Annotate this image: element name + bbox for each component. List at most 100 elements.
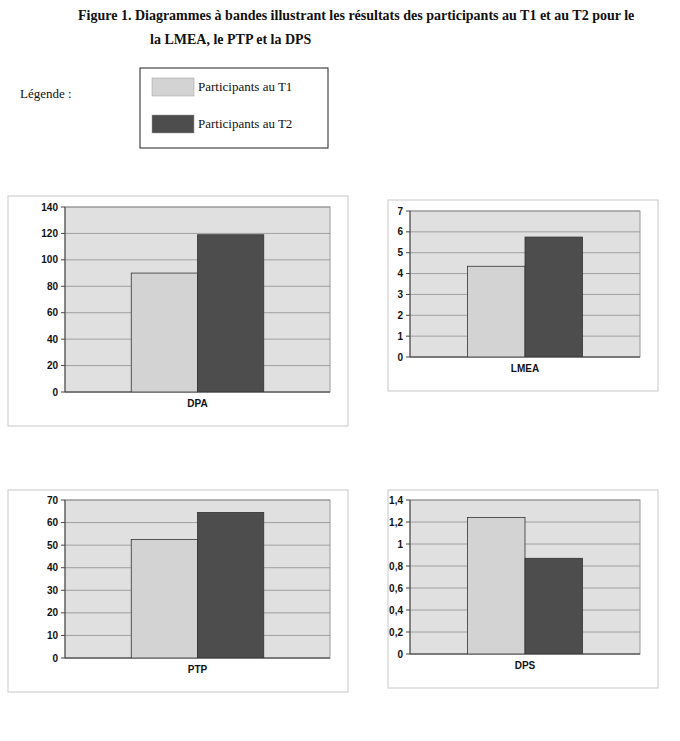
- y-tick-label: 20: [47, 360, 59, 371]
- y-tick-label: 0: [52, 653, 58, 664]
- plot-area: [65, 207, 330, 392]
- chart: 00,20,40,60,811,21,4DPS: [388, 490, 658, 688]
- y-tick: [406, 610, 410, 611]
- y-tick: [61, 286, 65, 287]
- legend-label: Participants au T2: [198, 116, 292, 131]
- x-tick-label: DPS: [515, 660, 536, 671]
- y-tick-label: 0,6: [389, 583, 403, 594]
- grid-line: [410, 211, 640, 212]
- bar: [468, 518, 526, 654]
- y-tick-label: 20: [47, 607, 59, 618]
- y-tick: [61, 392, 65, 393]
- y-tick-label: 40: [47, 562, 59, 573]
- chart: 0 10 20 30 40 50 60 70 PTP: [8, 490, 348, 692]
- y-tick: [61, 612, 65, 613]
- legend-swatch: [152, 115, 194, 133]
- y-tick: [61, 567, 65, 568]
- bar: [525, 558, 583, 654]
- y-axis: [65, 500, 66, 658]
- y-tick: [406, 500, 410, 501]
- chart: 0 20 40 60 80 100 120 140 DPA: [8, 196, 348, 426]
- y-tick: [61, 233, 65, 234]
- y-tick: [61, 365, 65, 366]
- bar: [198, 512, 264, 658]
- legend-label: Participants au T1: [198, 79, 292, 94]
- y-tick-label: 7: [397, 206, 403, 217]
- y-tick-label: 1: [397, 539, 403, 550]
- y-tick: [406, 357, 410, 358]
- bars: [131, 512, 264, 658]
- y-tick: [61, 522, 65, 523]
- chart-frame: [8, 196, 348, 426]
- figure-title: la LMEA, le PTP et la DPS: [150, 32, 312, 47]
- y-tick: [61, 207, 65, 208]
- y-tick-label: 70: [47, 495, 59, 506]
- x-tick-label: LMEA: [511, 363, 539, 374]
- bar: [468, 266, 526, 357]
- plot-area: [410, 211, 640, 357]
- grid-line: [65, 233, 330, 234]
- grid-line: [410, 500, 640, 501]
- grid-line: [65, 500, 330, 501]
- chart-frame: [388, 200, 658, 391]
- y-tick: [61, 339, 65, 340]
- x-tick-label: PTP: [188, 664, 208, 675]
- y-tick-label: 40: [47, 334, 59, 345]
- plot-area: [65, 500, 330, 658]
- chart-frame: [388, 490, 658, 688]
- bars: [468, 518, 583, 654]
- y-tick: [406, 522, 410, 523]
- y-tick: [406, 336, 410, 337]
- y-tick: [406, 654, 410, 655]
- y-tick: [406, 566, 410, 567]
- bars: [468, 237, 583, 357]
- y-tick: [406, 231, 410, 232]
- y-tick-label: 60: [47, 517, 59, 528]
- y-tick: [406, 544, 410, 545]
- y-tick-label: 140: [41, 202, 58, 213]
- legend-swatch: [152, 78, 194, 96]
- chart: 01234567LMEA: [388, 200, 658, 391]
- y-tick: [406, 273, 410, 274]
- y-axis: [65, 207, 66, 392]
- y-axis: [410, 500, 411, 654]
- y-tick-label: 80: [47, 281, 59, 292]
- chart-frame: [8, 490, 348, 692]
- bar: [131, 273, 197, 392]
- y-tick: [406, 588, 410, 589]
- bar: [525, 237, 583, 357]
- y-tick: [61, 545, 65, 546]
- y-tick-label: 1: [397, 331, 403, 342]
- y-tick-label: 3: [397, 289, 403, 300]
- legend-title: Légende :: [20, 86, 72, 101]
- bar: [131, 540, 197, 659]
- figure: Figure 1. Diagrammes à bandes illustrant…: [0, 0, 680, 741]
- y-tick-label: 5: [397, 247, 403, 258]
- y-tick-label: 0: [397, 649, 403, 660]
- x-tick-label: DPA: [187, 398, 207, 409]
- y-tick-label: 50: [47, 540, 59, 551]
- y-tick: [61, 312, 65, 313]
- y-tick-label: 1,2: [389, 517, 403, 528]
- legend-box: [140, 68, 328, 148]
- y-tick: [406, 252, 410, 253]
- y-tick-label: 6: [397, 226, 403, 237]
- y-tick-label: 120: [41, 228, 58, 239]
- figure-title: Figure 1. Diagrammes à bandes illustrant…: [78, 8, 634, 23]
- y-tick-label: 4: [397, 268, 403, 279]
- y-tick-label: 0: [52, 387, 58, 398]
- bars: [131, 235, 264, 392]
- y-tick: [61, 590, 65, 591]
- y-tick-label: 10: [47, 630, 59, 641]
- y-tick-label: 60: [47, 307, 59, 318]
- y-tick: [61, 500, 65, 501]
- y-tick: [406, 211, 410, 212]
- y-tick-label: 0,2: [389, 627, 403, 638]
- y-tick-label: 30: [47, 585, 59, 596]
- bar: [198, 235, 264, 392]
- y-tick-label: 0: [397, 352, 403, 363]
- grid-line: [65, 207, 330, 208]
- y-tick: [61, 259, 65, 260]
- plot-area: [410, 500, 640, 654]
- y-tick-label: 100: [41, 254, 58, 265]
